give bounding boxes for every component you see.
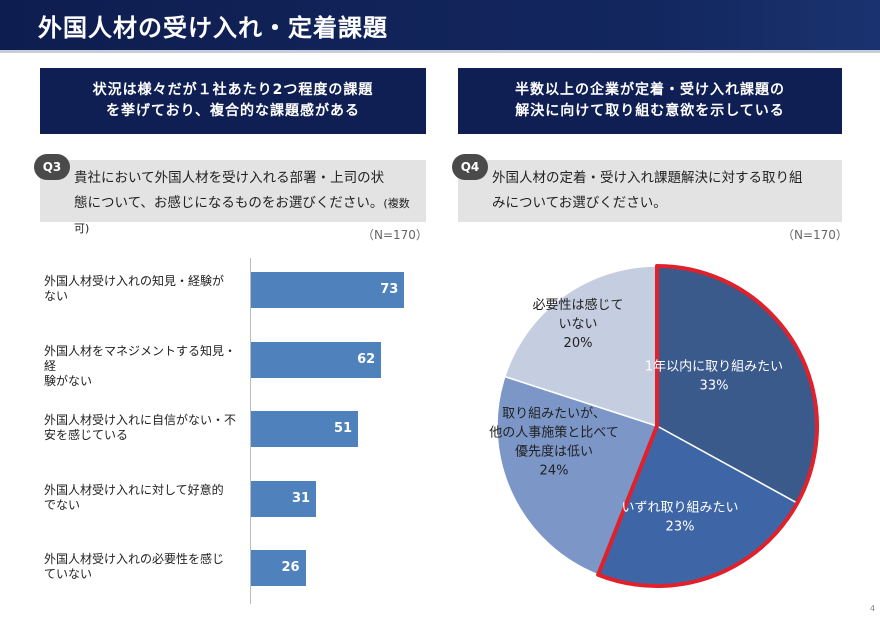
q4-question-line2: みについてお選びください。 (492, 195, 667, 211)
bar-category-label-1: 外国人材をマネジメントする知見・経 験がない (44, 344, 244, 389)
bar-category-label-2-line-1: 安を感じている (44, 428, 129, 442)
bar-4 (251, 550, 306, 586)
bar-category-label-3-line-0: 外国人材受け入れに対して好意的 (44, 482, 224, 497)
pie-slice-label-2-line-0: 取り組みたいが、 (502, 407, 606, 422)
q4-badge: Q4 (452, 154, 488, 180)
pie-slice-label-0-line-0: 1年以内に取り組みたい (645, 359, 783, 375)
right-headline-line2: 解決に向けて取り組む意欲を示している (515, 103, 785, 119)
q3-question-line1: 貴社において外国人材を受け入れる部署・上司の状 (74, 170, 385, 186)
right-headline: 半数以上の企業が定着・受け入れ課題の 解決に向けて取り組む意欲を示している (458, 68, 842, 134)
bar-value-label-2: 51 (334, 421, 353, 436)
pie-slice-label-3-line-1: いない (558, 317, 597, 332)
pie-slice-pct-2: 24% (540, 464, 569, 479)
page-title: 外国人材の受け入れ・定着課題 (38, 14, 388, 42)
pie-slice-label-2-line-1: 他の人事施策と比べて (489, 425, 618, 441)
bar-2 (251, 411, 359, 447)
bar-category-label-0: 外国人材受け入れの知見・経験が ない (44, 274, 244, 304)
bar-value-label-0: 73 (380, 282, 399, 297)
bar-category-label-4: 外国人材受け入れの必要性を感じ ていない (44, 552, 244, 582)
q3-sample-size: （N=170） (362, 228, 428, 242)
bar-category-label-4-line-1: ていない (44, 567, 93, 581)
pie-slice-pct-0: 33% (700, 379, 729, 394)
q3-question-line2: 態について、お感じになるものをお選びください。(複数可) (74, 191, 416, 241)
q3-question-note: (複数可) (74, 197, 410, 235)
pie-slice-3 (503, 265, 658, 428)
pie-slice-pct-3: 20% (564, 336, 593, 351)
bar-category-label-2-line-0: 外国人材受け入れに自信がない・不 (44, 413, 237, 427)
bar-category-label-1-line-1: 験がない (44, 373, 93, 388)
q4-question-box: Q4 外国人材の定着・受け入れ課題解決に対する取り組 みについてお選びください。 (452, 154, 842, 222)
q3-badge: Q3 (34, 154, 70, 180)
bar-value-label-3: 31 (292, 490, 311, 506)
bar-category-label-0-line-0: 外国人材受け入れの知見・経験が (44, 274, 225, 288)
bar-category-label-3: 外国人材受け入れに対して好意的 でない (44, 483, 244, 513)
bar-category-label-0-line-1: ない (44, 289, 69, 303)
right-headline-line1: 半数以上の企業が定着・受け入れ課題の (515, 82, 785, 98)
pie-slice-label-2-line-2: 優先度は低い (515, 444, 593, 460)
title-bar: 外国人材の受け入れ・定着課題 (0, 0, 880, 50)
title-underline (0, 50, 880, 53)
q4-sample-size: （N=170） (782, 228, 848, 242)
bar-category-label-2: 外国人材受け入れに自信がない・不 安を感じている (44, 413, 244, 443)
pie-slice-pct-1: 23% (666, 520, 695, 535)
bar-3 (251, 480, 317, 517)
bar-0 (251, 272, 405, 308)
q3-question-box: Q3 貴社において外国人材を受け入れる部署・上司の状 態について、お感じになるも… (34, 154, 426, 235)
bar-category-label-4-line-0: 外国人材受け入れの必要性を感じ (44, 552, 225, 566)
bar-category-label-3-line-1: でない (44, 497, 81, 512)
left-headline-line1: 状況は様々だが１社あたり2つ程度の課題 (92, 82, 374, 98)
bar-category-label-1-line-0: 外国人材をマネジメントする知見・経 (44, 343, 237, 373)
bar-value-label-4: 26 (281, 560, 300, 575)
bar-1 (251, 341, 382, 378)
q4-question-line1: 外国人材の定着・受け入れ課題解決に対する取り組 (492, 170, 803, 186)
left-headline-line2: を挙げており、複合的な課題感がある (105, 103, 361, 119)
page-number: 4 (870, 604, 876, 613)
q3-question-line2-text: 態について、お感じになるものをお選びください。 (74, 195, 384, 211)
bar-chart-axis (250, 258, 251, 604)
pie-highlight-outline (596, 264, 819, 588)
left-headline: 状況は様々だが１社あたり2つ程度の課題 を挙げており、複合的な課題感がある (40, 68, 426, 134)
bar-value-label-1: 62 (357, 351, 376, 367)
pie-slice-label-1-line-0: いずれ取り組みたい (621, 501, 738, 516)
pie-slice-label-3-line-0: 必要性は感じて (532, 297, 623, 313)
q4-pie-chart: 1年以内に取り組みたい 33% いずれ取り組みたい 23% 取り組みたいが、他の人事施策… (489, 264, 819, 588)
